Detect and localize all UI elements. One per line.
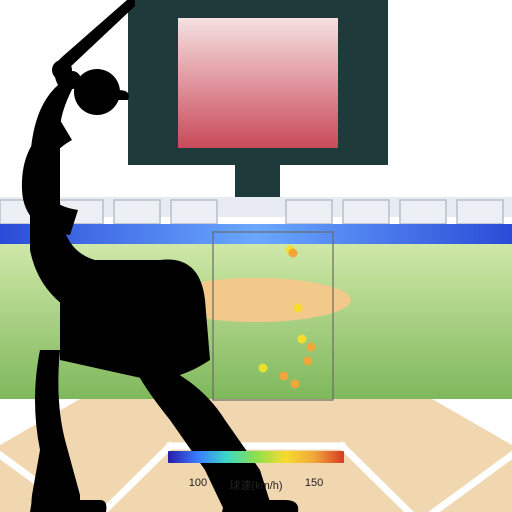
legend-tick: 100 — [189, 477, 207, 489]
velocity-colorbar — [168, 451, 344, 463]
velocity-legend: 100150 球速(km/h) — [168, 451, 344, 493]
batter-silhouette — [0, 0, 512, 512]
legend-tick: 150 — [305, 477, 323, 489]
